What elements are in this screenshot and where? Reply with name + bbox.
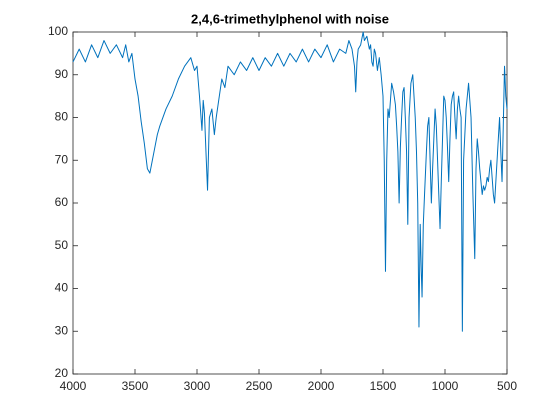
y-tick-label: 80 — [55, 110, 69, 124]
y-tick-label: 20 — [55, 366, 69, 380]
x-tick-label: 3000 — [184, 379, 211, 393]
x-tick-label: 1000 — [432, 379, 459, 393]
plot-area — [72, 31, 508, 375]
x-tick-label: 2500 — [246, 379, 273, 393]
chart-title: 2,4,6-trimethylphenol with noise — [191, 11, 389, 26]
spectrum-line — [72, 31, 508, 332]
x-tick-label: 3500 — [122, 379, 149, 393]
y-tick-label: 30 — [55, 323, 69, 337]
y-tick-label: 100 — [48, 24, 68, 38]
x-tick-label: 500 — [497, 379, 517, 393]
y-tick-label: 90 — [55, 67, 69, 81]
x-tick-label: 1500 — [370, 379, 397, 393]
y-tick-label: 60 — [55, 195, 69, 209]
y-tick-label: 40 — [55, 281, 69, 295]
y-tick-label: 50 — [55, 238, 69, 252]
x-tick-label: 4000 — [60, 379, 87, 393]
x-tick-label: 2000 — [308, 379, 335, 393]
y-tick-label: 70 — [55, 152, 69, 166]
